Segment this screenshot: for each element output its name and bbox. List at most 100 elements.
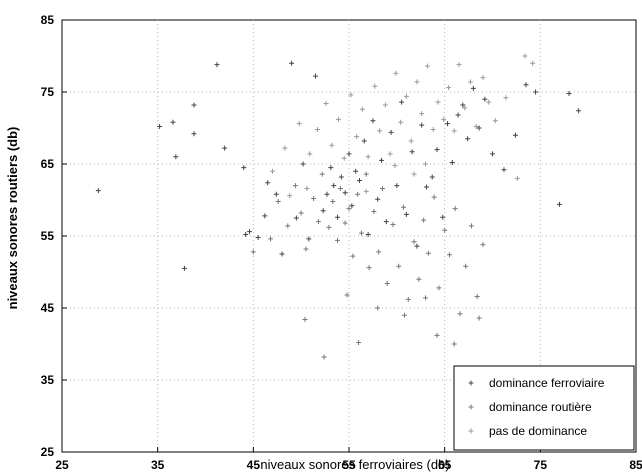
data-point (384, 281, 390, 287)
data-point (302, 317, 308, 323)
y-tick-label: 85 (41, 13, 55, 27)
data-point (366, 265, 372, 271)
y-tick-label: 45 (41, 301, 55, 315)
data-point (357, 178, 363, 184)
data-point (482, 96, 488, 102)
data-point (556, 201, 562, 207)
data-point (411, 239, 417, 245)
data-point (265, 180, 271, 186)
data-point (365, 232, 371, 238)
data-point (379, 157, 385, 163)
data-point (398, 119, 404, 125)
data-point (376, 249, 382, 255)
data-point (331, 183, 337, 189)
legend-marker (468, 380, 474, 386)
data-point (173, 154, 179, 160)
data-point (296, 121, 302, 127)
data-point (282, 145, 288, 151)
data-point (456, 62, 462, 68)
data-point (191, 131, 197, 137)
data-point (285, 223, 291, 229)
data-point (379, 185, 385, 191)
data-point (435, 99, 441, 105)
data-point (289, 60, 295, 66)
y-axis-label: niveaux sonores routiers (db) (5, 127, 20, 310)
data-point (423, 295, 429, 301)
data-point (393, 70, 399, 76)
y-tick-label: 35 (41, 373, 55, 387)
data-point (514, 175, 520, 181)
legend-marker (468, 428, 474, 434)
data-point (414, 243, 420, 249)
data-point (319, 171, 325, 177)
data-point (222, 145, 228, 151)
data-point (348, 92, 354, 98)
data-point (431, 194, 437, 200)
data-point (350, 253, 356, 259)
x-tick-label: 45 (247, 458, 261, 472)
data-point (326, 224, 332, 230)
data-point (335, 237, 341, 243)
legend: dominance ferroviaire dominance routière p… (453, 365, 635, 451)
data-points (95, 53, 582, 360)
data-point (292, 183, 298, 189)
data-point (480, 242, 486, 248)
data-point (355, 191, 361, 197)
x-tick-label: 55 (342, 458, 356, 472)
data-point (243, 232, 249, 238)
data-point (440, 214, 446, 220)
data-point (307, 151, 313, 157)
data-point (346, 151, 352, 157)
y-axis-ticks: 25 35 45 55 65 75 85 (41, 13, 67, 459)
data-point (401, 312, 407, 318)
data-point (423, 161, 429, 167)
data-point (430, 126, 436, 132)
data-point (423, 184, 429, 190)
data-point (313, 73, 319, 79)
data-point (390, 221, 396, 227)
data-point (241, 165, 247, 171)
data-point (329, 142, 335, 148)
data-point (375, 196, 381, 202)
data-point (349, 203, 355, 209)
data-point (372, 83, 378, 89)
data-point (455, 112, 461, 118)
data-point (463, 263, 469, 269)
data-point (445, 121, 451, 127)
data-point (530, 60, 536, 66)
data-point (392, 162, 398, 168)
data-point (287, 193, 293, 199)
y-tick-label: 55 (41, 229, 55, 243)
legend-label: pas de dominance (489, 424, 587, 438)
data-point (403, 93, 409, 99)
data-point (501, 167, 507, 173)
data-point (250, 249, 256, 255)
x-axis-ticks: 25 35 45 55 65 75 85 (55, 447, 642, 472)
data-point (403, 211, 409, 217)
data-point (363, 188, 369, 194)
data-point (342, 190, 348, 196)
data-point (449, 160, 455, 166)
data-point (311, 196, 317, 202)
data-point (354, 134, 360, 140)
data-point (320, 208, 326, 214)
data-point (371, 209, 377, 215)
x-tick-label: 75 (534, 458, 548, 472)
data-point (344, 292, 350, 298)
x-tick-label: 85 (629, 458, 642, 472)
data-point (414, 79, 420, 85)
data-point (441, 116, 447, 122)
data-point (421, 217, 427, 223)
data-point (337, 185, 343, 191)
data-point (405, 296, 411, 302)
data-point (388, 129, 394, 135)
data-point (467, 79, 473, 85)
data-point (490, 151, 495, 157)
data-point (370, 118, 376, 124)
data-point (359, 106, 365, 112)
data-point (399, 99, 405, 105)
data-point (411, 171, 417, 177)
data-point (408, 138, 414, 144)
data-point (451, 128, 457, 134)
